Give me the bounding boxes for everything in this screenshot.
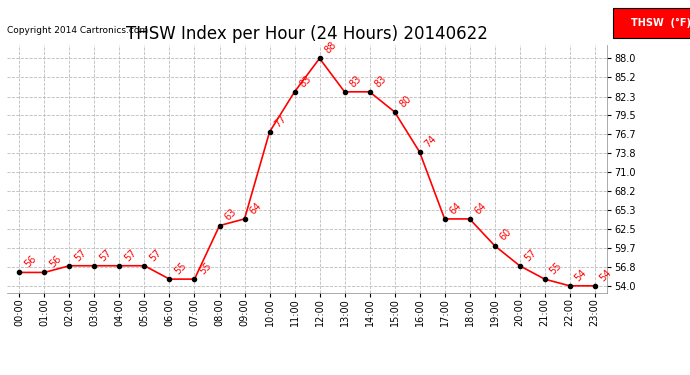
Text: 80: 80 [397, 93, 413, 109]
Text: 64: 64 [447, 200, 463, 216]
Text: 74: 74 [422, 134, 438, 149]
Text: 54: 54 [598, 267, 613, 283]
FancyBboxPatch shape [613, 8, 690, 38]
Text: 57: 57 [147, 247, 163, 263]
Text: 57: 57 [72, 247, 88, 263]
Text: 64: 64 [473, 200, 488, 216]
Text: 83: 83 [297, 74, 313, 89]
Text: 56: 56 [22, 254, 38, 270]
Text: 63: 63 [222, 207, 238, 223]
Text: 55: 55 [547, 260, 563, 276]
Text: 60: 60 [497, 227, 513, 243]
Title: THSW Index per Hour (24 Hours) 20140622: THSW Index per Hour (24 Hours) 20140622 [126, 26, 488, 44]
Text: 77: 77 [273, 113, 288, 129]
Text: 55: 55 [197, 260, 213, 276]
Text: 83: 83 [347, 74, 363, 89]
Text: 57: 57 [122, 247, 138, 263]
Text: THSW  (°F): THSW (°F) [631, 18, 690, 28]
Text: 54: 54 [573, 267, 589, 283]
Text: 64: 64 [247, 200, 263, 216]
Text: 57: 57 [522, 247, 538, 263]
Text: 55: 55 [172, 260, 188, 276]
Text: 56: 56 [47, 254, 63, 270]
Text: 83: 83 [373, 74, 388, 89]
Text: Copyright 2014 Cartronics.com: Copyright 2014 Cartronics.com [7, 26, 148, 35]
Text: 88: 88 [322, 40, 338, 56]
Text: 57: 57 [97, 247, 113, 263]
